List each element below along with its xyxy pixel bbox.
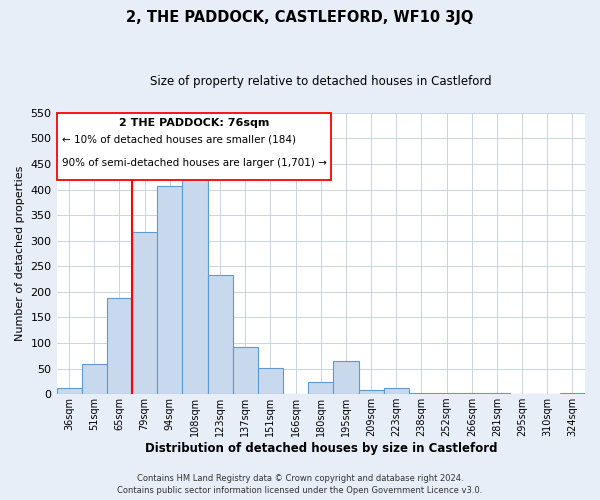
Bar (459, 393, 484, 394)
Bar (132, 232, 157, 394)
Bar (182, 172, 208, 394)
FancyBboxPatch shape (56, 113, 331, 180)
Bar (383, 388, 409, 394)
Bar (409, 393, 434, 394)
Bar (484, 393, 509, 394)
Y-axis label: Number of detached properties: Number of detached properties (15, 166, 25, 341)
Text: Contains HM Land Registry data © Crown copyright and database right 2024.
Contai: Contains HM Land Registry data © Crown c… (118, 474, 482, 495)
Title: Size of property relative to detached houses in Castleford: Size of property relative to detached ho… (150, 75, 491, 88)
Bar (258, 368, 283, 394)
Bar (56, 388, 82, 394)
Text: ← 10% of detached houses are smaller (184): ← 10% of detached houses are smaller (18… (62, 135, 296, 145)
Text: 2 THE PADDOCK: 76sqm: 2 THE PADDOCK: 76sqm (119, 118, 269, 128)
Bar (157, 186, 182, 394)
Bar (334, 361, 359, 394)
Bar (208, 276, 233, 394)
Bar (560, 393, 585, 394)
Bar (308, 382, 334, 394)
Bar (82, 364, 107, 394)
Text: 90% of semi-detached houses are larger (1,701) →: 90% of semi-detached houses are larger (… (62, 158, 327, 168)
Bar (434, 392, 459, 394)
Bar (233, 347, 258, 394)
X-axis label: Distribution of detached houses by size in Castleford: Distribution of detached houses by size … (145, 442, 497, 455)
Bar (107, 298, 132, 394)
Text: 2, THE PADDOCK, CASTLEFORD, WF10 3JQ: 2, THE PADDOCK, CASTLEFORD, WF10 3JQ (127, 10, 473, 25)
Bar (359, 390, 383, 394)
